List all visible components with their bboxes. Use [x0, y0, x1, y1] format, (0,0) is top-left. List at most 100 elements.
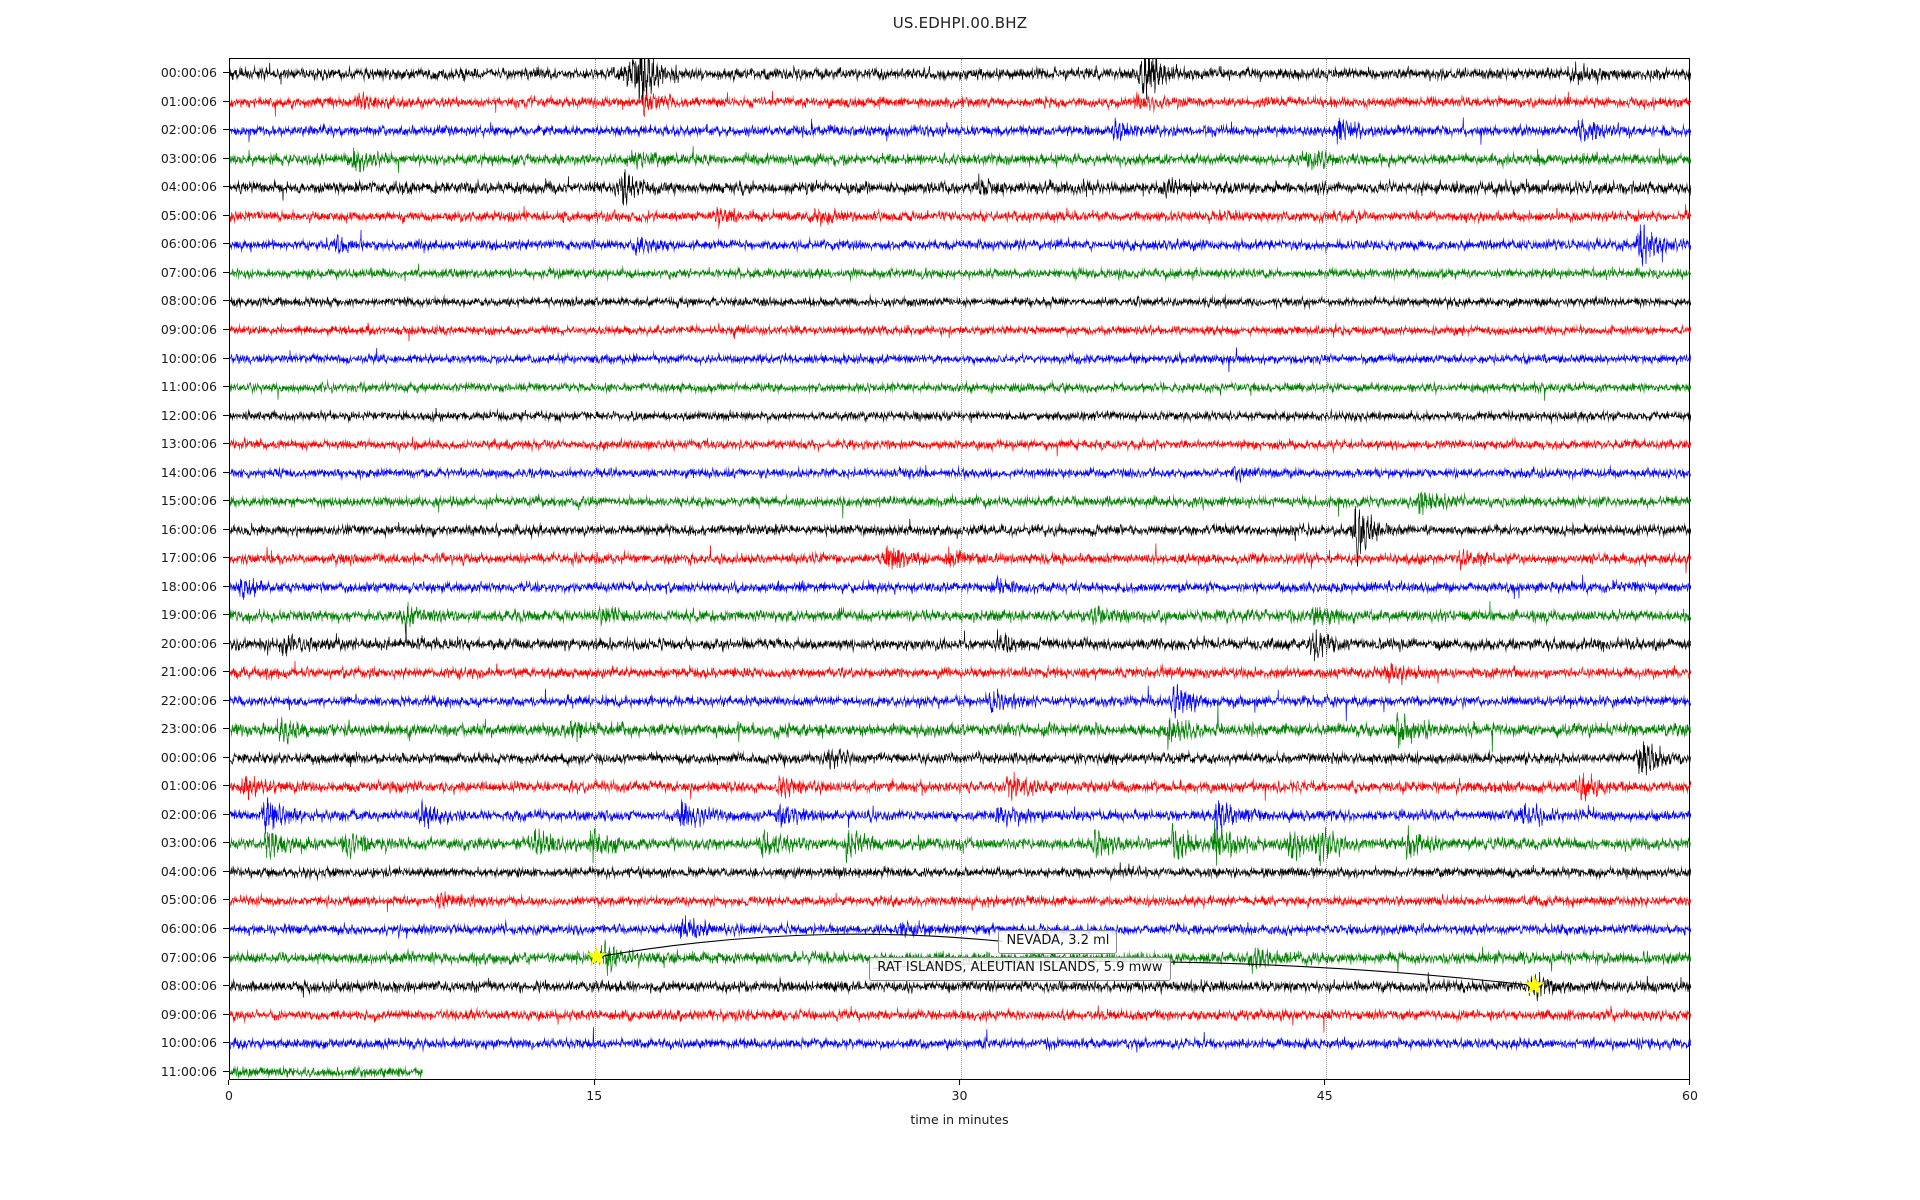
y-axis-tick-mark — [223, 328, 229, 330]
y-axis-tick-mark — [223, 985, 229, 987]
y-axis-tick: 15:00:06 — [161, 493, 229, 509]
y-axis-tick: 04:00:06 — [161, 179, 229, 195]
y-axis-tick-mark — [223, 671, 229, 673]
y-axis-tick-label: 07:00:06 — [160, 264, 217, 280]
y-axis-tick: 10:00:06 — [161, 1035, 229, 1051]
y-axis-tick: 07:00:06 — [161, 264, 229, 280]
y-axis-tick-mark — [223, 699, 229, 701]
y-axis-tick-label: 22:00:06 — [160, 692, 217, 708]
x-axis-tick-labels: 0 15 30 45 60 — [225, 1080, 1698, 1110]
y-axis-tick: 06:00:06 — [161, 236, 229, 252]
y-axis-tick-mark — [223, 728, 229, 730]
y-axis-tick: 05:00:06 — [161, 892, 229, 908]
y-axis-tick-mark — [223, 157, 229, 159]
y-axis-tick-label: 15:00:06 — [160, 493, 217, 509]
y-axis-tick-label: 00:00:06 — [160, 65, 217, 81]
y-axis-tick-label: 04:00:06 — [160, 863, 217, 879]
y-axis-tick-label: 17:00:06 — [160, 550, 217, 566]
y-axis-tick: 02:00:06 — [161, 806, 229, 822]
y-axis-tick: 18:00:06 — [161, 578, 229, 594]
y-axis-tick: 03:00:06 — [161, 835, 229, 851]
y-axis-tick-mark — [223, 72, 229, 74]
y-axis-tick: 22:00:06 — [161, 692, 229, 708]
y-axis-tick-label: 02:00:06 — [160, 122, 217, 138]
y-axis-tick-mark — [223, 928, 229, 930]
y-axis-tick: 09:00:06 — [161, 1006, 229, 1022]
y-axis-tick-label: 19:00:06 — [160, 607, 217, 623]
y-axis-tick-label: 03:00:06 — [160, 835, 217, 851]
event-annotation-rat-islands[interactable]: RAT ISLANDS, ALEUTIAN ISLANDS, 5.9 mww — [869, 957, 1171, 981]
y-axis-tick: 16:00:06 — [161, 521, 229, 537]
x-axis-tick: 0 — [225, 1080, 233, 1103]
y-axis-tick: 04:00:06 — [161, 863, 229, 879]
y-axis-tick: 01:00:06 — [161, 93, 229, 109]
x-axis-tick-label: 0 — [225, 1088, 233, 1103]
y-axis-tick-label: 12:00:06 — [160, 407, 217, 423]
y-axis-tick-mark — [223, 414, 229, 416]
y-axis-tick: 23:00:06 — [161, 721, 229, 737]
y-axis-tick-label: 13:00:06 — [160, 436, 217, 452]
x-axis-tick: 15 — [586, 1080, 602, 1103]
y-axis-tick: 01:00:06 — [161, 778, 229, 794]
event-annotation-nevada[interactable]: NEVADA, 3.2 ml — [998, 930, 1118, 954]
x-axis-tick-label: 30 — [951, 1088, 968, 1103]
y-axis-tick-mark — [223, 471, 229, 473]
y-axis-tick-label: 05:00:06 — [160, 892, 217, 908]
y-axis-tick-mark — [223, 756, 229, 758]
y-axis-tick: 17:00:06 — [161, 550, 229, 566]
y-axis-tick-label: 05:00:06 — [160, 207, 217, 223]
x-axis-tick: 45 — [1317, 1080, 1333, 1103]
y-axis-tick-mark — [223, 956, 229, 958]
y-axis-tick-label: 23:00:06 — [160, 721, 217, 737]
x-axis-tick-mark — [1689, 1080, 1691, 1085]
y-axis-tick-mark — [223, 585, 229, 587]
y-axis-tick-mark — [223, 785, 229, 787]
y-axis-tick: 08:00:06 — [161, 978, 229, 994]
y-axis-tick-mark — [223, 357, 229, 359]
y-axis-tick-mark — [223, 899, 229, 901]
y-axis-tick-label: 06:00:06 — [160, 921, 217, 937]
y-axis-tick-label: 11:00:06 — [160, 1063, 217, 1079]
y-axis-tick-mark — [223, 870, 229, 872]
y-axis-tick: 05:00:06 — [161, 207, 229, 223]
y-axis-tick-label: 20:00:06 — [160, 635, 217, 651]
y-axis-tick-label: 14:00:06 — [160, 464, 217, 480]
x-axis-tick: 30 — [951, 1080, 968, 1103]
y-axis-tick-label: 10:00:06 — [160, 350, 217, 366]
y-axis-tick-label: 08:00:06 — [160, 293, 217, 309]
plot-axes — [229, 58, 1691, 1081]
y-axis-tick-mark — [223, 100, 229, 102]
y-axis-tick: 19:00:06 — [161, 607, 229, 623]
y-axis-tick-mark — [223, 614, 229, 616]
y-axis-tick-mark — [223, 443, 229, 445]
y-axis-tick-label: 04:00:06 — [160, 179, 217, 195]
y-axis-tick-labels: 00:00:06 01:00:06 02:00:06 03:00:06 04:00:06… — [0, 58, 229, 1080]
y-axis-tick-mark — [223, 214, 229, 216]
y-axis-tick: 14:00:06 — [161, 464, 229, 480]
y-axis-tick: 20:00:06 — [161, 635, 229, 651]
x-axis-tick-mark — [1324, 1080, 1326, 1085]
x-axis-tick-label: 15 — [586, 1088, 603, 1103]
y-axis-tick-label: 02:00:06 — [160, 806, 217, 822]
y-axis-tick-label: 21:00:06 — [160, 664, 217, 680]
y-axis-tick-label: 00:00:06 — [160, 749, 217, 765]
y-axis-tick-mark — [223, 642, 229, 644]
x-axis-label: time in minutes — [910, 1112, 1009, 1127]
y-axis-tick: 06:00:06 — [161, 921, 229, 937]
y-axis-tick: 00:00:06 — [161, 65, 229, 81]
y-axis-tick: 11:00:06 — [161, 379, 229, 395]
y-axis-tick-label: 18:00:06 — [160, 578, 217, 594]
y-axis-tick-label: 10:00:06 — [160, 1035, 217, 1051]
y-axis-tick-mark — [223, 300, 229, 302]
x-axis-tick-mark — [959, 1080, 960, 1085]
y-axis-tick-label: 01:00:06 — [160, 93, 217, 109]
y-axis-tick-label: 09:00:06 — [160, 321, 217, 337]
x-axis-tick-mark — [593, 1080, 595, 1085]
y-axis-tick-mark — [223, 1042, 229, 1044]
x-axis-tick-label: 45 — [1316, 1088, 1333, 1103]
y-axis-tick: 08:00:06 — [161, 293, 229, 309]
y-axis-tick-mark — [223, 557, 229, 559]
x-axis-tick-mark — [228, 1080, 230, 1085]
y-axis-tick: 02:00:06 — [161, 122, 229, 138]
